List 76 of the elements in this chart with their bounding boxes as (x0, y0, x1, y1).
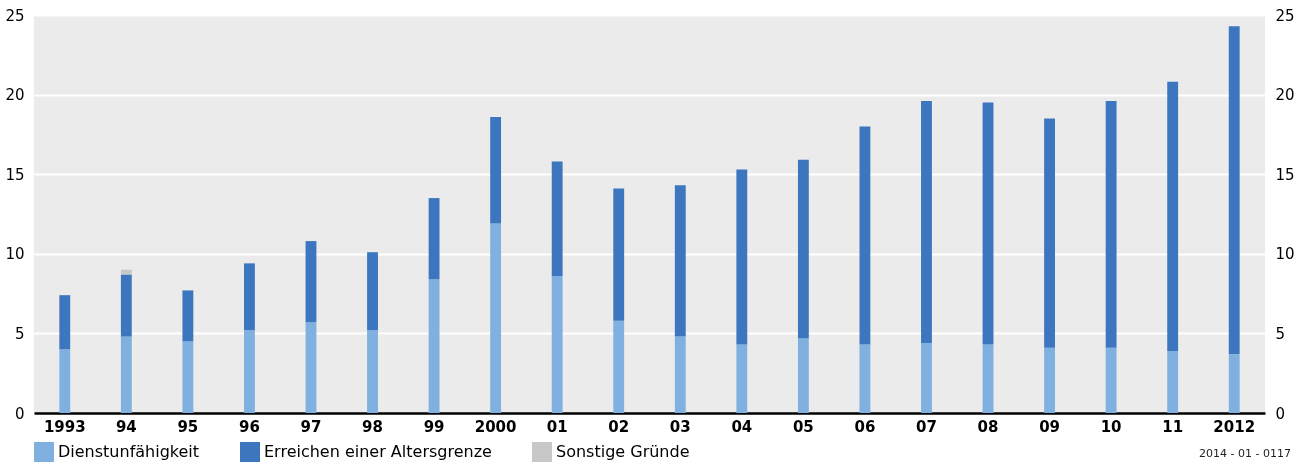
y2-tick-label: 0 (1275, 404, 1286, 423)
x-tick-label: 95 (177, 417, 199, 436)
legend-label: Dienstunfähigkeit (58, 442, 200, 461)
y-tick-label: 25 (5, 6, 25, 25)
bar (1228, 354, 1240, 413)
bar (59, 295, 71, 350)
x-tick-label: 1993 (43, 417, 86, 436)
bar (613, 320, 625, 413)
y-tick-label: 0 (14, 404, 25, 423)
x-tick-label: 04 (731, 417, 753, 436)
x-tick-label: 07 (916, 417, 937, 436)
bar (1167, 350, 1179, 413)
y-tick-label: 15 (5, 165, 25, 184)
y-tick-label: 10 (5, 245, 25, 264)
bar (982, 102, 994, 345)
legend-label: Erreichen einer Altersgrenze (264, 442, 492, 461)
y2-tick-label: 5 (1275, 324, 1286, 343)
bar (674, 185, 686, 337)
x-tick-label: 2000 (474, 417, 517, 436)
bar (613, 188, 625, 321)
bar (736, 169, 748, 345)
x-tick-label: 96 (238, 417, 260, 436)
x-tick-label: 08 (977, 417, 999, 436)
bar (182, 341, 194, 413)
x-tick-label: 09 (1039, 417, 1061, 436)
y2-tick-label: 20 (1275, 86, 1295, 105)
bar (1105, 100, 1117, 348)
bar (367, 252, 378, 331)
x-tick-label: 94 (115, 417, 137, 436)
bar (490, 116, 502, 224)
bar (1044, 118, 1055, 348)
bar (797, 338, 809, 413)
legend-label: Sonstige Gründe (556, 442, 690, 461)
bar (1044, 347, 1055, 413)
x-tick-label: 01 (546, 417, 568, 436)
bar (1167, 81, 1179, 351)
bar (736, 344, 748, 413)
x-tick-label: 11 (1162, 417, 1184, 436)
x-tick-label: 06 (854, 417, 876, 436)
bar (305, 322, 317, 413)
y-tick-label: 20 (5, 86, 25, 105)
bar (859, 344, 871, 413)
bar (921, 100, 932, 343)
x-tick-label: 02 (608, 417, 630, 436)
bar (1228, 26, 1240, 355)
bar (305, 241, 317, 323)
x-tick-label: 03 (669, 417, 691, 436)
text: 2014 - 01 - 0117 (1199, 447, 1291, 460)
y2-tick-label: 15 (1275, 165, 1295, 184)
bar (859, 126, 871, 345)
bar (120, 336, 132, 413)
bar (674, 336, 686, 413)
bar (797, 159, 809, 339)
bar (182, 290, 194, 342)
x-tick-label: 97 (300, 417, 322, 436)
bar (59, 349, 71, 413)
x-tick-label: 99 (423, 417, 445, 436)
x-tick-label: 10 (1100, 417, 1122, 436)
bar (244, 330, 255, 413)
bar (367, 330, 378, 413)
bar (982, 344, 994, 413)
y-tick-label: 5 (14, 324, 25, 343)
x-tick-label: 2012 (1213, 417, 1256, 436)
x-tick-label: 98 (362, 417, 383, 436)
bar (551, 161, 563, 277)
bar (551, 276, 563, 413)
bar (244, 263, 255, 331)
y2-tick-label: 10 (1275, 245, 1295, 264)
bar (428, 198, 440, 280)
y2-tick-label: 25 (1275, 6, 1295, 25)
bar (120, 274, 132, 337)
bar (490, 223, 502, 413)
bar (921, 342, 932, 413)
x-tick-label: 05 (792, 417, 814, 436)
bar (428, 279, 440, 413)
bar (1105, 347, 1117, 413)
